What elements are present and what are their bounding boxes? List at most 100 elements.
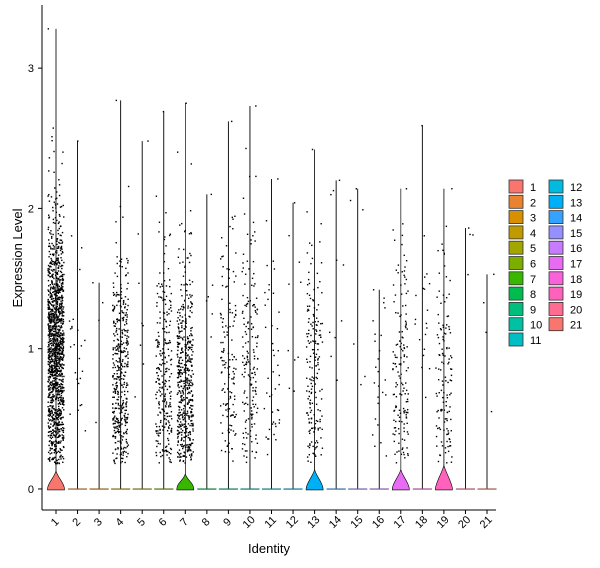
point <box>233 411 235 413</box>
point <box>400 394 403 396</box>
point <box>228 366 231 368</box>
point <box>166 342 168 345</box>
point <box>168 279 171 281</box>
point <box>159 311 161 313</box>
point <box>60 399 62 401</box>
point <box>112 403 114 405</box>
point <box>164 398 166 400</box>
violin-2 <box>68 141 88 490</box>
point <box>57 362 59 364</box>
legend-item-11: 11 <box>508 332 541 347</box>
point <box>385 394 387 396</box>
point <box>316 420 319 423</box>
point <box>113 396 115 398</box>
point <box>52 393 54 396</box>
point <box>59 215 61 217</box>
point <box>123 316 125 319</box>
point <box>52 338 54 340</box>
point <box>73 343 75 346</box>
point <box>233 320 235 322</box>
point <box>191 425 193 427</box>
point <box>54 293 56 295</box>
point <box>61 320 63 322</box>
point <box>483 302 485 304</box>
point <box>183 412 185 414</box>
point <box>225 325 227 327</box>
legend-item-20: 20 <box>548 301 582 316</box>
point <box>59 307 61 310</box>
point <box>54 358 56 360</box>
point <box>52 287 54 289</box>
point <box>248 175 251 178</box>
point <box>305 346 308 348</box>
point <box>179 418 181 420</box>
point <box>189 381 192 383</box>
point <box>116 293 118 296</box>
point <box>162 299 164 301</box>
point <box>61 273 64 276</box>
point <box>186 336 189 338</box>
point <box>309 443 311 445</box>
point <box>307 398 309 400</box>
point <box>53 371 55 374</box>
point <box>54 365 56 367</box>
point <box>180 379 182 381</box>
point <box>184 405 186 408</box>
point <box>243 455 245 457</box>
point <box>62 151 64 153</box>
points-17 <box>392 188 409 464</box>
point <box>242 267 244 269</box>
point <box>53 349 56 352</box>
point <box>436 395 438 397</box>
point <box>54 217 57 219</box>
point <box>124 324 126 326</box>
point <box>407 433 409 435</box>
point <box>56 262 58 265</box>
point <box>316 441 319 444</box>
point <box>52 396 55 398</box>
point <box>190 231 192 234</box>
point <box>185 429 187 431</box>
point <box>234 313 237 316</box>
point <box>158 407 160 409</box>
point <box>47 328 50 330</box>
point <box>170 405 172 408</box>
point <box>364 375 366 378</box>
point <box>247 374 250 376</box>
point <box>445 276 448 278</box>
point <box>47 372 50 374</box>
point <box>362 209 364 211</box>
point <box>423 276 426 278</box>
point <box>56 302 59 304</box>
point <box>189 210 192 212</box>
point <box>191 454 193 457</box>
point <box>161 359 164 361</box>
point <box>61 311 63 314</box>
point <box>62 344 64 346</box>
point <box>123 419 126 421</box>
point <box>123 432 125 434</box>
point <box>60 454 62 457</box>
point <box>179 315 181 317</box>
point <box>53 291 55 293</box>
point <box>59 335 62 337</box>
legend-label-19: 19 <box>570 289 582 301</box>
point <box>450 418 452 421</box>
point <box>121 310 123 312</box>
point <box>181 423 183 425</box>
point <box>55 296 57 299</box>
point <box>242 346 244 348</box>
point <box>125 267 127 270</box>
point <box>52 312 54 315</box>
point <box>447 432 450 434</box>
point <box>62 438 64 440</box>
point <box>178 375 180 377</box>
point <box>179 459 182 461</box>
point <box>112 376 114 378</box>
point <box>54 409 56 412</box>
point <box>162 362 164 365</box>
point <box>186 337 189 340</box>
point <box>55 397 57 400</box>
point <box>446 394 448 396</box>
point <box>116 275 119 278</box>
